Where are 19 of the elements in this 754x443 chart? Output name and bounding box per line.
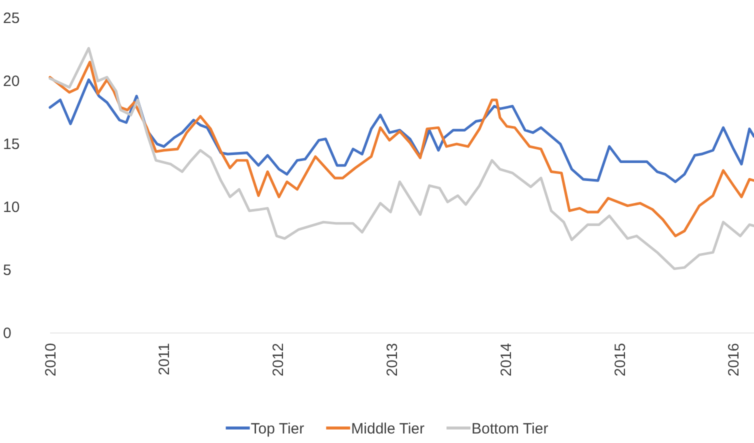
y-tick-label: 25 [3, 10, 20, 27]
line-series [48, 46, 754, 270]
x-tick-label: 2013 [384, 343, 401, 376]
x-tick-label: 2012 [270, 343, 288, 376]
legend-label: Top Tier [250, 420, 304, 438]
x-tick-label: 2011 [156, 343, 174, 376]
y-tick-label: 20 [3, 72, 20, 90]
x-tick-label: 2010 [42, 343, 60, 376]
x-tick-label: 2016 [726, 343, 743, 376]
line-series [48, 78, 754, 184]
legend-label: Bottom Tier [472, 420, 548, 438]
x-tick-label: 2014 [498, 343, 515, 376]
y-tick-label: 0 [3, 324, 12, 342]
y-tick-label: 10 [3, 198, 20, 216]
line-series [48, 60, 754, 238]
y-tick-label: 15 [3, 136, 20, 153]
x-tick-label: 2015 [612, 343, 629, 376]
legend-label: Middle Tier [351, 420, 425, 438]
y-tick-label: 5 [3, 262, 12, 279]
